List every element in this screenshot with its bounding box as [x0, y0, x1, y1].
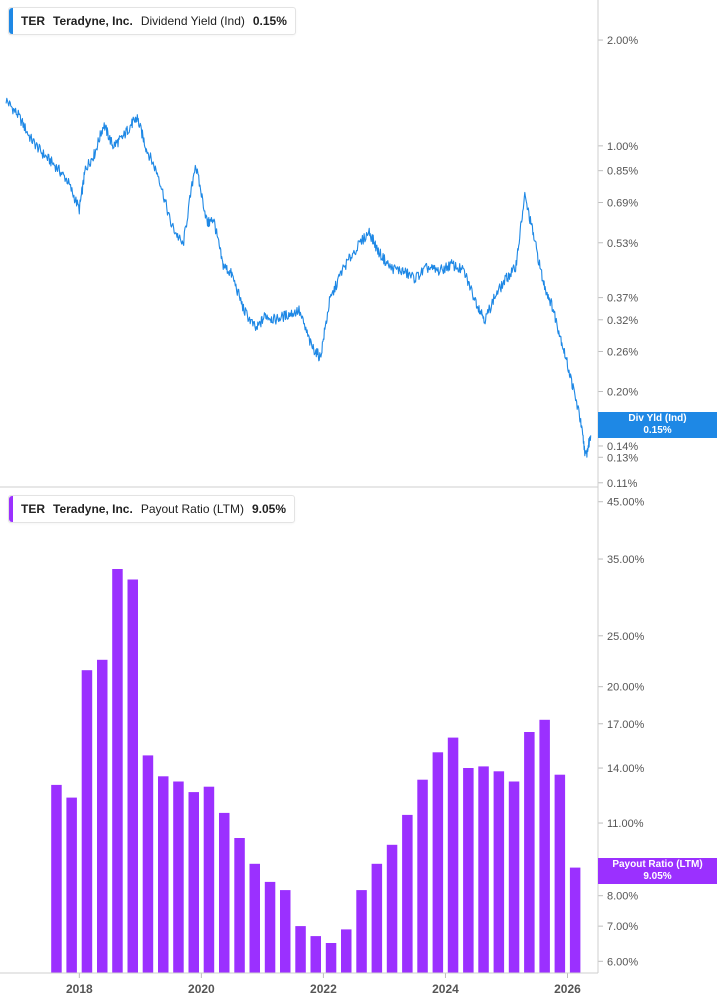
payout-bar[interactable]: [341, 929, 352, 973]
yield-line-layer: [5, 97, 592, 458]
yield-tick-label: 0.13%: [607, 452, 638, 464]
yield-legend-ticker: TER: [21, 14, 45, 28]
payout-bar[interactable]: [569, 867, 581, 973]
yield-legend[interactable]: TER Teradyne, Inc. Dividend Yield (Ind) …: [8, 7, 296, 35]
payout-bar[interactable]: [280, 890, 291, 973]
payout-bar[interactable]: [142, 755, 154, 973]
yield-tick-label: 0.37%: [607, 293, 638, 305]
payout-bar[interactable]: [234, 838, 245, 973]
x-tick-label: 2026: [554, 982, 581, 996]
payout-tick-label: 17.00%: [607, 719, 645, 731]
x-tick-label: 2024: [432, 982, 459, 996]
payout-bar[interactable]: [524, 732, 535, 973]
payout-bar[interactable]: [173, 781, 184, 974]
yield-legend-metric: Dividend Yield (Ind): [140, 14, 245, 28]
time-x-axis: 2018 2020 2022 2024 2026: [66, 973, 581, 996]
yield-tick-label: 0.69%: [607, 197, 638, 209]
payout-bar[interactable]: [51, 784, 62, 973]
payout-bar[interactable]: [66, 797, 77, 973]
x-tick-label: 2018: [66, 982, 93, 996]
payout-bar[interactable]: [295, 926, 306, 973]
payout-bar[interactable]: [386, 844, 398, 973]
payout-bar[interactable]: [402, 814, 413, 973]
payout-tick-label: 45.00%: [607, 497, 645, 509]
payout-bar[interactable]: [478, 766, 489, 973]
payout-legend-ticker: TER: [21, 502, 45, 516]
payout-bar[interactable]: [493, 771, 505, 973]
payout-bar[interactable]: [417, 779, 428, 973]
payout-bar[interactable]: [508, 781, 520, 974]
payout-tick-label: 6.00%: [607, 956, 638, 968]
payout-bar[interactable]: [188, 792, 200, 973]
payout-bar[interactable]: [325, 943, 337, 973]
payout-bar[interactable]: [310, 936, 322, 973]
x-tick-label: 2022: [310, 982, 337, 996]
yield-series-line: [5, 97, 592, 458]
payout-legend-value: 9.05%: [251, 502, 286, 516]
payout-bar[interactable]: [112, 569, 123, 973]
payout-bars-layer: [51, 569, 581, 974]
payout-bar[interactable]: [432, 752, 444, 973]
payout-legend-metric: Payout Ratio (LTM): [140, 502, 244, 516]
payout-tick-label: 11.00%: [607, 818, 644, 830]
payout-badge-value: 9.05%: [643, 871, 672, 882]
payout-bar[interactable]: [97, 659, 108, 973]
yield-tick-label: 0.20%: [607, 387, 638, 399]
payout-bar[interactable]: [447, 737, 459, 973]
payout-tick-label: 25.00%: [607, 631, 645, 643]
payout-tick-label: 7.00%: [607, 921, 638, 933]
x-tick-label: 2020: [188, 982, 215, 996]
yield-badge-label: Div Yld (Ind): [628, 413, 687, 424]
payout-bar[interactable]: [371, 863, 383, 973]
payout-legend-company: Teradyne, Inc.: [53, 502, 133, 516]
payout-y-axis: 45.00% 35.00% 25.00% 20.00% 17.00% 14.00% 11.0…: [598, 497, 645, 968]
payout-bar[interactable]: [554, 774, 566, 973]
payout-bar[interactable]: [249, 863, 261, 973]
yield-tick-label: 0.26%: [607, 346, 638, 358]
payout-current-badge: Payout Ratio (LTM) 9.05%: [598, 858, 717, 884]
yield-badge-value: 0.15%: [643, 425, 672, 436]
payout-badge-label: Payout Ratio (LTM): [612, 859, 703, 870]
payout-tick-label: 35.00%: [607, 554, 645, 566]
yield-tick-label: 0.85%: [607, 166, 638, 178]
yield-color-swatch: [9, 8, 13, 34]
yield-tick-label: 0.14%: [607, 441, 638, 453]
payout-legend[interactable]: TER Teradyne, Inc. Payout Ratio (LTM) 9.…: [8, 495, 295, 523]
payout-tick-label: 14.00%: [607, 763, 645, 775]
yield-legend-company: Teradyne, Inc.: [53, 14, 133, 28]
payout-bar[interactable]: [356, 890, 367, 973]
yield-y-axis: 2.00% 1.00% 0.85% 0.69% 0.53% 0.37% 0.32% 0.26%…: [598, 35, 638, 490]
payout-bar[interactable]: [539, 719, 550, 973]
payout-tick-label: 20.00%: [607, 682, 645, 694]
yield-tick-label: 2.00%: [607, 35, 638, 47]
yield-current-badge: Div Yld (Ind) 0.15%: [598, 412, 717, 438]
payout-tick-label: 8.00%: [607, 891, 638, 903]
payout-bar[interactable]: [264, 881, 276, 973]
payout-bar[interactable]: [127, 579, 139, 974]
payout-bar[interactable]: [463, 768, 474, 973]
yield-legend-value: 0.15%: [252, 14, 287, 28]
yield-tick-label: 1.00%: [607, 141, 638, 153]
payout-color-swatch: [9, 496, 13, 522]
yield-tick-label: 0.53%: [607, 238, 638, 250]
yield-tick-label: 0.11%: [607, 478, 638, 490]
payout-bar[interactable]: [158, 776, 169, 973]
yield-tick-label: 0.32%: [607, 315, 638, 327]
payout-bar[interactable]: [81, 670, 93, 973]
payout-bar[interactable]: [219, 812, 230, 973]
payout-bar[interactable]: [203, 786, 215, 973]
